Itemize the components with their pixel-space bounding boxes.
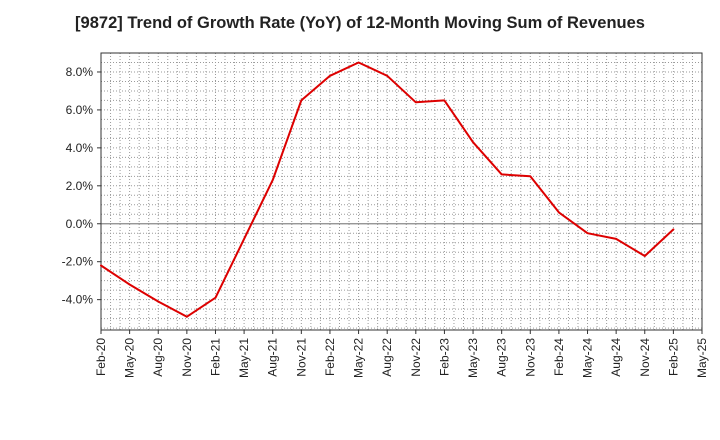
x-tick-label: Aug-23 (495, 338, 509, 377)
series (100, 61, 675, 318)
plot-frame (100, 52, 703, 331)
y-tick-label: 0.0% (66, 217, 94, 231)
plot-frame-rect (100, 52, 703, 331)
x-tick-label: Aug-22 (380, 338, 394, 377)
x-tick-label: Feb-23 (437, 338, 451, 376)
y-tick-label: 8.0% (66, 65, 94, 79)
x-tick-label: Aug-24 (609, 338, 623, 377)
x-tick-label: Feb-20 (94, 338, 108, 376)
x-tick-label: Feb-21 (208, 338, 222, 376)
y-tick-label: 2.0% (66, 179, 94, 193)
x-tick-label: Feb-22 (323, 338, 337, 376)
x-tick-label: Feb-25 (666, 338, 680, 376)
x-tick-label: May-20 (123, 338, 137, 378)
x-tick-label: May-21 (237, 338, 251, 378)
x-tick-label: Aug-21 (266, 338, 280, 377)
y-axis: -4.0% -2.0% 0.0% 2.0% 4.0% 6.0% 8.0% (62, 65, 101, 307)
x-tick-label: Nov-20 (180, 338, 194, 377)
y-tick-label: 4.0% (66, 141, 94, 155)
x-tick-label: Nov-23 (523, 338, 537, 377)
x-tick-label: Nov-24 (638, 338, 652, 377)
x-tick-label: May-22 (352, 338, 366, 378)
x-axis: Feb-20 May-20 Aug-20 Nov-20 Feb-21 May-21 Aug-… (94, 330, 709, 378)
x-tick-label: May-25 (695, 338, 709, 378)
x-tick-label: May-23 (466, 338, 480, 378)
x-tick-label: Aug-20 (151, 338, 165, 377)
y-tick-label: -2.0% (62, 255, 94, 269)
grid (101, 53, 702, 330)
y-tick-label: -4.0% (62, 293, 94, 307)
x-tick-label: May-24 (581, 338, 595, 378)
x-tick-label: Feb-24 (552, 338, 566, 376)
series-line (100, 61, 675, 318)
chart-title: [9872] Trend of Growth Rate (YoY) of 12-… (75, 14, 645, 32)
x-tick-label: Nov-22 (409, 338, 423, 377)
x-tick-label: Nov-21 (294, 338, 308, 377)
y-tick-label: 6.0% (66, 103, 94, 117)
